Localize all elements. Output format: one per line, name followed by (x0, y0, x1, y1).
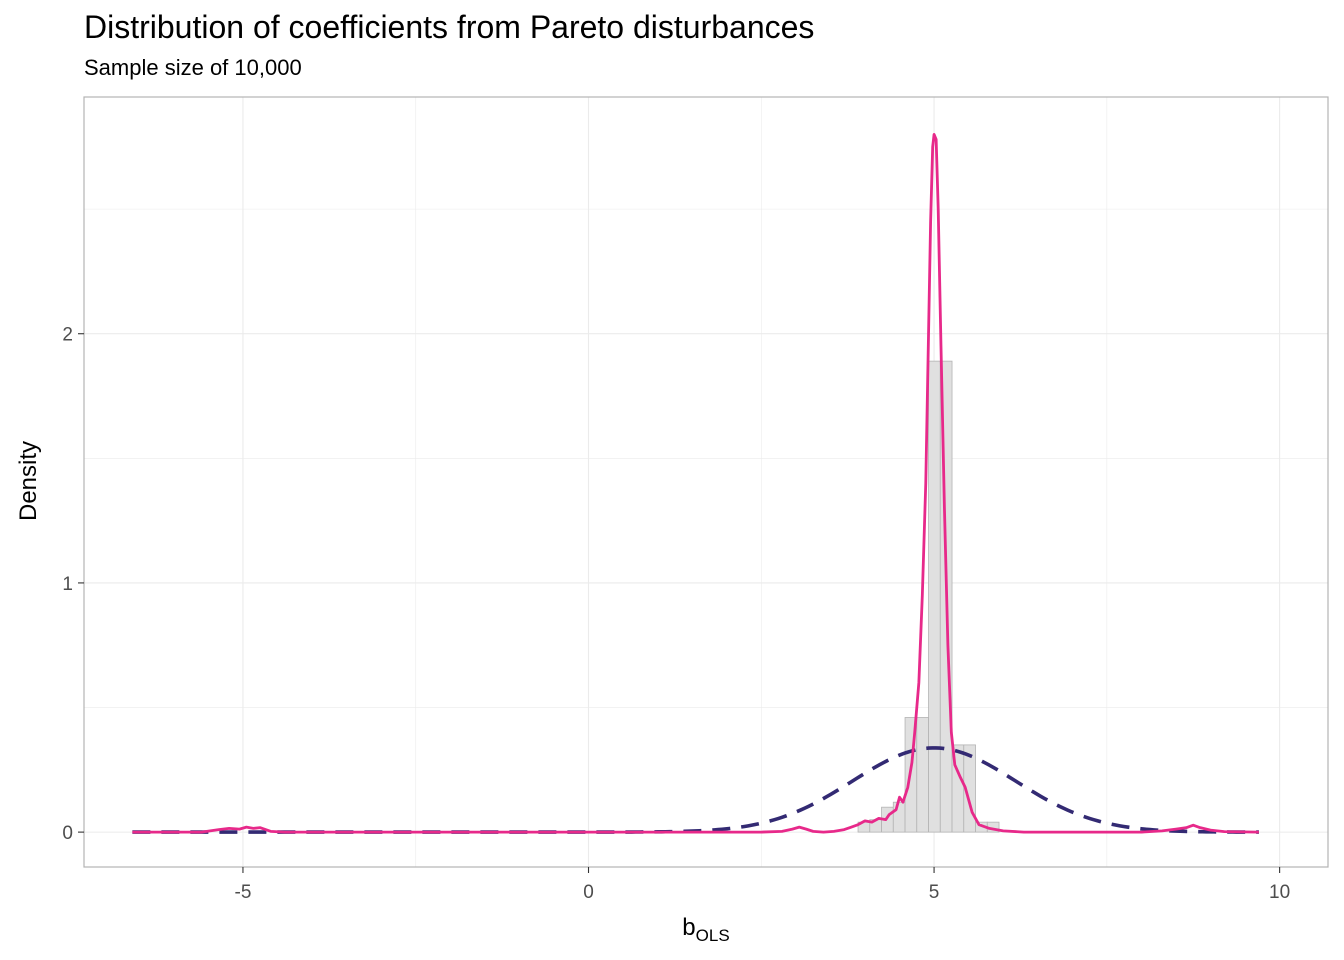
x-axis-title-main: b (682, 914, 695, 941)
kernel-density-line (132, 132, 1259, 834)
x-tick-label: 10 (1269, 882, 1290, 903)
y-tick-label: 2 (62, 325, 73, 346)
x-tick-label: 5 (929, 882, 940, 903)
histogram (857, 360, 1000, 833)
chart-title: Distribution of coefficients from Pareto… (84, 9, 815, 45)
chart-subtitle: Sample size of 10,000 (84, 55, 302, 80)
grid-layer (84, 97, 1328, 867)
x-tick-label: 0 (583, 882, 594, 903)
histogram-bar (916, 717, 929, 833)
x-tick-label: -5 (235, 882, 252, 903)
x-axis-title-subscript: OLS (696, 926, 730, 945)
y-axis-title: Density (15, 441, 42, 521)
x-axis-title: bOLS (682, 914, 729, 945)
y-tick-label: 0 (62, 823, 73, 844)
panel-border (83, 96, 1329, 868)
histogram-bar (892, 801, 906, 833)
histogram-bar (963, 744, 976, 833)
density-lines (132, 132, 1259, 834)
axes: -5 0 5 10 0 1 2 (62, 325, 1290, 903)
histogram-bar (928, 360, 941, 833)
normal-density-line (132, 746, 1259, 834)
y-tick-label: 1 (62, 574, 73, 595)
